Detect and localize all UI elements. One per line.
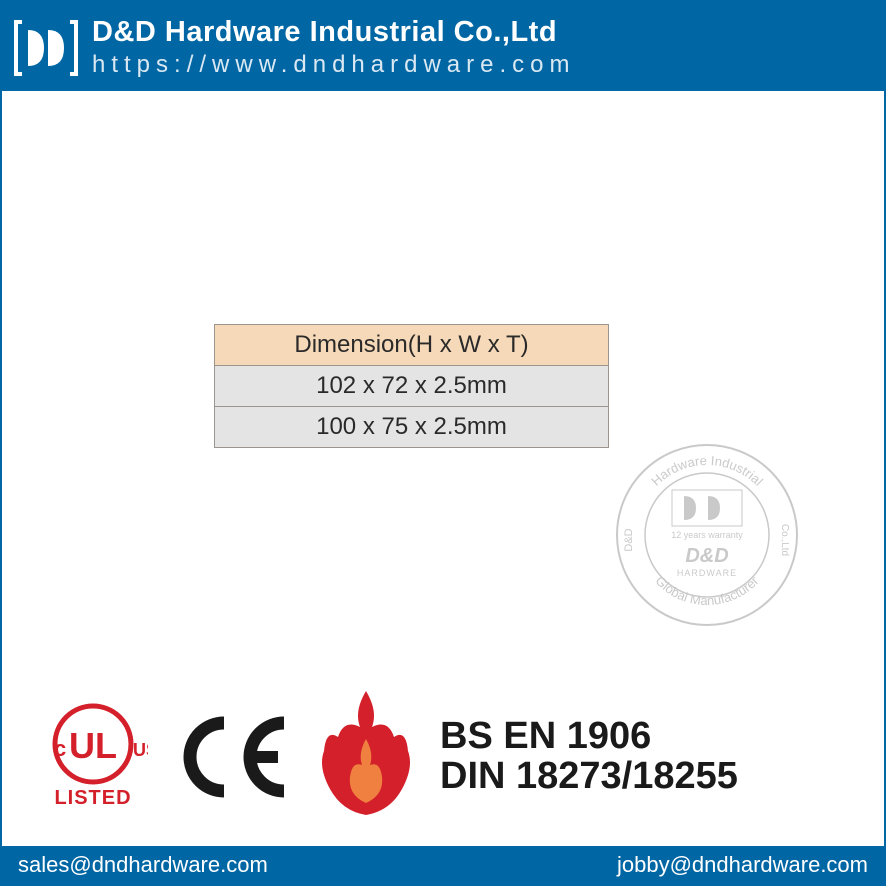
company-name: D&D Hardware Industrial Co.,Ltd xyxy=(92,16,575,49)
table-row: 100 x 75 x 2.5mm xyxy=(215,407,609,448)
ce-mark xyxy=(172,715,292,799)
watermark-top-text: Hardware Industrial xyxy=(648,453,766,489)
standards-text: BS EN 1906 DIN 18273/18255 xyxy=(440,717,738,797)
table-cell: 102 x 72 x 2.5mm xyxy=(215,366,609,407)
ul-us: US xyxy=(133,740,148,760)
flame-icon xyxy=(316,689,416,824)
watermark-stamp: Hardware Industrial Global Manufacturer … xyxy=(612,440,802,630)
watermark-right: Co.,Ltd xyxy=(779,524,790,556)
dimension-table: Dimension(H x W x T) 102 x 72 x 2.5mm 10… xyxy=(214,324,609,448)
footer-bar: sales@dndhardware.com jobby@dndhardware.… xyxy=(2,846,884,884)
standard-bs-en: BS EN 1906 xyxy=(440,717,738,757)
table-header-cell: Dimension(H x W x T) xyxy=(215,325,609,366)
ul-listed: LISTED xyxy=(54,787,131,809)
table-row: 102 x 72 x 2.5mm xyxy=(215,366,609,407)
watermark-sub: HARDWARE xyxy=(677,568,737,578)
page-frame: D&D Hardware Industrial Co.,Ltd https://… xyxy=(0,0,886,886)
ul-ul: UL xyxy=(69,725,117,766)
watermark-left: D&D xyxy=(623,528,635,551)
footer-email-jobby: jobby@dndhardware.com xyxy=(617,852,868,878)
watermark-bottom-text: Global Manufacturer xyxy=(652,573,761,608)
svg-text:Hardware Industrial: Hardware Industrial xyxy=(648,453,766,489)
logo xyxy=(14,18,78,78)
ul-c: c xyxy=(54,736,66,761)
header-text: D&D Hardware Industrial Co.,Ltd https://… xyxy=(92,16,575,79)
table-cell: 100 x 75 x 2.5mm xyxy=(215,407,609,448)
svg-text:Global Manufacturer: Global Manufacturer xyxy=(652,573,761,608)
table-header-row: Dimension(H x W x T) xyxy=(215,325,609,366)
watermark-brand: D&D xyxy=(685,545,728,567)
ul-listed-badge: c UL US LISTED xyxy=(38,698,148,815)
logo-icon xyxy=(14,18,78,78)
website-url: https://www.dndhardware.com xyxy=(92,51,575,79)
main-content: Dimension(H x W x T) 102 x 72 x 2.5mm 10… xyxy=(4,92,882,844)
header-bar: D&D Hardware Industrial Co.,Ltd https://… xyxy=(2,2,884,91)
footer-email-sales: sales@dndhardware.com xyxy=(18,852,268,878)
standard-din: DIN 18273/18255 xyxy=(440,757,738,797)
watermark-warranty: 12 years warranty xyxy=(671,530,743,540)
certifications-row: c UL US LISTED BS xyxy=(4,689,882,844)
